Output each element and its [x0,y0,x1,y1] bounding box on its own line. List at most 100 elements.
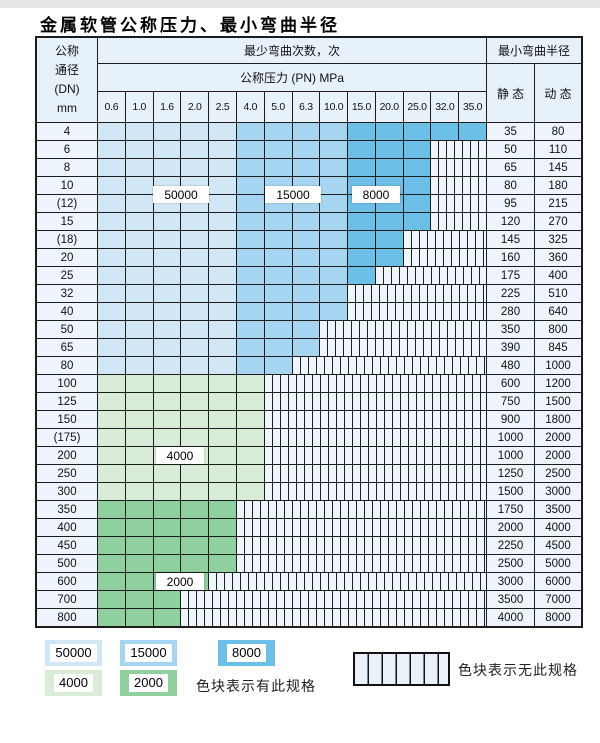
top-strip [0,0,600,8]
spec-cell [125,573,153,590]
spec-cell [320,267,348,284]
dynamic-radius-cell: 3000 [535,483,581,500]
static-radius-cell: 750 [487,393,534,410]
spec-cell [153,537,181,554]
spec-cell [264,249,292,266]
spec-cell [125,177,153,194]
spec-cell [98,339,125,356]
page-title: 金属软管公称压力、最小弯曲半径 [40,16,340,36]
spec-cell [403,141,431,158]
spec-cell [403,123,431,140]
spec-cell [125,375,153,392]
dn-cell: 250 [37,465,97,482]
dynamic-radius-cell: 2000 [535,447,581,464]
legend-box-50000: 50000 [45,640,102,666]
spec-cell [320,231,348,248]
static-radius-cell: 1500 [487,483,534,500]
dynamic-radius-cell: 4500 [535,537,581,554]
dn-cell: 150 [37,411,97,428]
dn-cell: 20 [37,249,97,266]
spec-cell [236,177,264,194]
spec-cell [181,321,209,338]
spec-cell [181,231,209,248]
spec-cell [431,123,459,140]
spec-cell [125,393,153,410]
spec-cell [292,321,320,338]
spec-cell [236,357,264,374]
dn-cell: 6 [37,141,97,158]
spec-cell [320,195,348,212]
spec-cell [98,447,125,464]
spec-cell [348,213,375,230]
static-radius-cell: 2000 [487,519,534,536]
dn-cell: 80 [37,357,97,374]
no-spec-cell [181,591,486,608]
static-radius-cell: 160 [487,249,534,266]
spec-cell [320,141,348,158]
spec-cell [320,159,348,176]
spec-cell [320,123,348,140]
spec-cell [98,411,125,428]
region-label-8000: 8000 [352,186,400,203]
no-spec-cell [292,357,486,374]
spec-cell [153,159,181,176]
spec-cell [292,249,320,266]
legend-value-4000: 4000 [54,674,93,692]
spec-cell [264,285,292,302]
spec-cell [181,429,209,446]
spec-cell [181,339,209,356]
legend-box-15000: 15000 [120,640,177,666]
spec-cell [348,231,375,248]
spec-cell [292,213,320,230]
spec-cell [375,249,403,266]
spec-cell [236,411,264,428]
corner-line4: mm [57,101,77,115]
spec-cell [125,501,153,518]
spec-cell [181,393,209,410]
spec-cell [153,339,181,356]
spec-cell [348,249,375,266]
spec-cell [236,231,264,248]
spec-cell [209,249,236,266]
spec-cell [153,411,181,428]
dn-cell: 50 [37,321,97,338]
spec-cell [153,267,181,284]
no-spec-cell [431,213,486,230]
header-bend-cycles: 最少弯曲次数，次 [98,38,486,63]
spec-cell [153,303,181,320]
static-radius-cell: 95 [487,195,534,212]
spec-cell [98,195,125,212]
dn-cell: 8 [37,159,97,176]
dynamic-radius-cell: 800 [535,321,581,338]
spec-cell [98,141,125,158]
no-spec-cell [348,285,486,302]
spec-cell [348,159,375,176]
spec-cell [98,123,125,140]
spec-cell [125,429,153,446]
spec-cell [236,213,264,230]
spec-cell [181,123,209,140]
dn-cell: 32 [37,285,97,302]
legend-hatch-box [353,652,450,686]
spec-cell [181,411,209,428]
spec-cell [320,213,348,230]
dynamic-radius-cell: 6000 [535,573,581,590]
dynamic-radius-cell: 845 [535,339,581,356]
spec-cell [403,195,431,212]
spec-cell [209,213,236,230]
spec-cell [98,213,125,230]
spec-cell [209,393,236,410]
spec-cell [236,303,264,320]
spec-cell [209,285,236,302]
no-spec-cell [403,249,486,266]
spec-cell [98,285,125,302]
spec-cell [236,447,264,464]
no-spec-cell [264,447,486,464]
static-radius-cell: 175 [487,267,534,284]
spec-cell [181,159,209,176]
spec-cell [264,303,292,320]
dynamic-radius-cell: 640 [535,303,581,320]
spec-cell [181,249,209,266]
spec-cell [98,555,125,572]
